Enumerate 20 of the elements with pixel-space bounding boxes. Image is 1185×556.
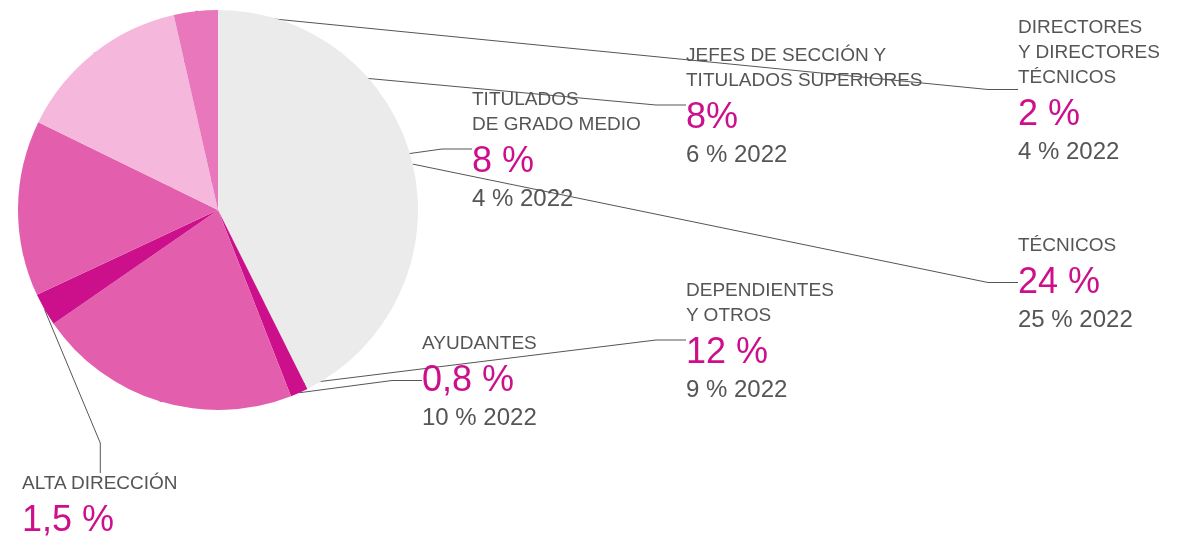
slice-label: ALTA DIRECCIÓN [22,472,178,493]
slice-label: JEFES DE SECCIÓN Y TITULADOS SUPERIORES [686,44,923,90]
slice-label: TITULADOS DE GRADO MEDIO [472,88,641,134]
slice-label: DIRECTORES Y DIRECTORES TÉCNICOS [1018,16,1160,87]
slice-label: TÉCNICOS [1018,234,1117,255]
text: 9 % 2022 [686,374,788,402]
data-label: 2 % [1018,91,1081,133]
text: 10 % 2022 [422,402,537,430]
data-label: 8% [686,94,739,136]
data-label: 1,5 % [22,497,115,539]
text: 4 % 2022 [1018,136,1120,164]
data-label: 24 % [1018,259,1101,301]
data-label: 8 % [472,138,535,180]
data-label: 12 % [686,329,769,371]
text: 25 % 2022 [1018,304,1133,332]
text: 4 % 2022 [472,183,574,211]
text: 6 % 2022 [686,139,788,167]
slice-label: DEPENDIENTES Y OTROS [686,279,834,325]
data-label: 0,8 % [422,357,515,399]
slice-label: AYUDANTES [422,332,537,353]
